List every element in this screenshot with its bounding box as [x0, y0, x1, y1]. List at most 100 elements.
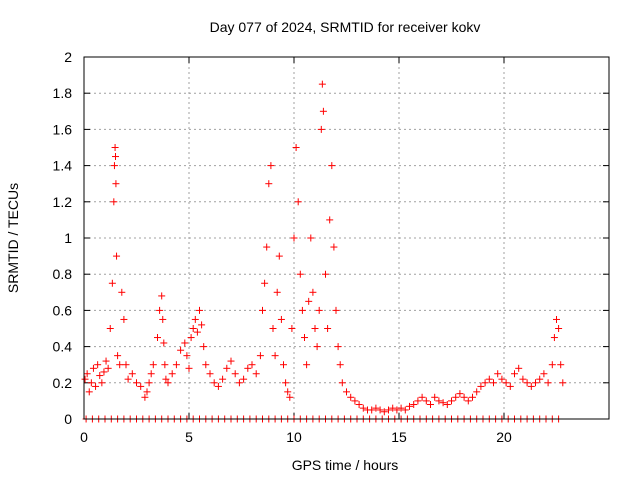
- data-point: [244, 364, 252, 372]
- data-point: [158, 292, 166, 300]
- data-point: [240, 375, 248, 383]
- data-point: [532, 379, 539, 387]
- plot-frame: [83, 56, 610, 420]
- data-point: [359, 404, 367, 412]
- data-point: [256, 352, 264, 360]
- data-point: [122, 361, 130, 369]
- data-point: [296, 270, 304, 278]
- data-point: [164, 379, 172, 387]
- data-point: [422, 397, 430, 405]
- data-point: [523, 379, 531, 387]
- data-point: [336, 361, 344, 369]
- data-point: [108, 279, 116, 287]
- data-point: [96, 372, 104, 380]
- data-point: [269, 325, 277, 332]
- data-point: [519, 375, 527, 383]
- data-point: [267, 162, 275, 170]
- data-point: [303, 361, 311, 369]
- data-point: [156, 306, 164, 314]
- axis-ticks: 00.20.40.60.811.21.41.61.820 5 10 15 20: [53, 49, 609, 445]
- data-point: [559, 379, 567, 387]
- data-point: [118, 288, 126, 296]
- data-point: [100, 368, 108, 376]
- y-tick-label: 0.2: [53, 375, 73, 391]
- data-point: [418, 393, 426, 401]
- data-point: [83, 370, 91, 378]
- data-point: [305, 297, 313, 305]
- data-point: [141, 393, 149, 401]
- y-tick-label: 1: [64, 230, 72, 246]
- y-tick-label: 0: [64, 411, 72, 427]
- data-point: [410, 401, 418, 409]
- data-point: [106, 325, 114, 332]
- x-tick-label: 0: [80, 429, 88, 445]
- data-point: [223, 364, 231, 372]
- data-point: [191, 315, 199, 323]
- data-point: [343, 388, 350, 396]
- data-point: [159, 315, 167, 323]
- data-point: [98, 379, 106, 387]
- data-point: [334, 343, 342, 351]
- data-point: [502, 379, 510, 387]
- data-point: [298, 306, 306, 314]
- data-point: [143, 388, 151, 396]
- data-point: [555, 325, 563, 332]
- data-point: [110, 162, 118, 170]
- data-point: [439, 399, 447, 407]
- data-point: [322, 270, 329, 278]
- data-point: [315, 306, 323, 314]
- data-point: [313, 343, 321, 351]
- x-tick-label: 10: [286, 429, 302, 445]
- data-point: [206, 370, 214, 378]
- data-point: [147, 370, 155, 378]
- data-point: [219, 375, 227, 383]
- data-point: [124, 375, 132, 383]
- data-point: [406, 402, 413, 410]
- y-tick-label: 2: [64, 49, 72, 65]
- data-point: [326, 216, 334, 224]
- data-point: [263, 243, 271, 251]
- data-point: [301, 334, 308, 342]
- data-point: [401, 406, 409, 414]
- data-point: [292, 144, 300, 151]
- data-point: [183, 352, 191, 360]
- x-tick-label: 5: [185, 429, 193, 445]
- data-point: [324, 325, 332, 332]
- data-point: [85, 388, 93, 396]
- data-point: [443, 401, 451, 409]
- data-point: [456, 390, 464, 398]
- data-point: [259, 306, 266, 314]
- data-point: [202, 361, 210, 369]
- data-point: [477, 382, 485, 390]
- data-point: [319, 107, 327, 115]
- data-point: [355, 401, 363, 409]
- grid-lines: [84, 57, 609, 419]
- data-point: [485, 375, 493, 383]
- data-point: [177, 346, 185, 354]
- data-point: [544, 379, 552, 387]
- data-point: [550, 334, 558, 342]
- y-tick-label: 1.8: [53, 85, 73, 101]
- data-point: [273, 288, 281, 296]
- data-point: [309, 288, 317, 296]
- data-point: [452, 393, 460, 401]
- data-point: [210, 379, 218, 387]
- data-point: [557, 361, 565, 369]
- data-point: [110, 198, 118, 206]
- data-point: [133, 379, 140, 387]
- data-point: [168, 370, 176, 378]
- data-point: [111, 144, 119, 151]
- data-point: [553, 315, 560, 323]
- data-point: [284, 388, 292, 396]
- data-point: [288, 325, 296, 332]
- data-point: [494, 370, 502, 378]
- data-point: [189, 325, 197, 332]
- data-point: [330, 243, 338, 251]
- data-point: [317, 125, 325, 133]
- data-point: [185, 364, 193, 372]
- data-point: [271, 352, 279, 360]
- x-tick-label: 15: [391, 429, 407, 445]
- data-point: [368, 406, 376, 414]
- data-point: [81, 375, 89, 383]
- data-point: [198, 321, 206, 329]
